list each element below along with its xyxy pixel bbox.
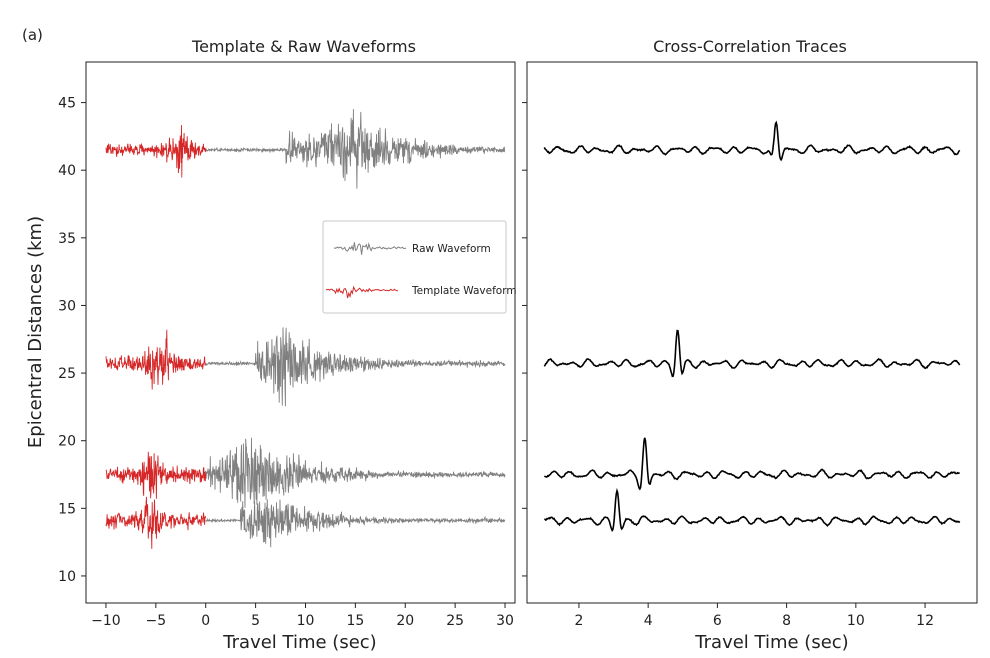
left-traces	[105, 109, 506, 549]
template-waveform-trace	[105, 451, 207, 499]
left-x-tick-label: 30	[496, 613, 514, 629]
legend-template-waveform-swatch	[325, 285, 399, 299]
legend-raw-waveform-label: Raw Waveform	[412, 243, 491, 255]
left-panel: Template & Raw Waveforms −10 −5 0 5 10 15 20 25…	[25, 37, 517, 653]
legend-swatch-line	[325, 285, 399, 299]
left-x-tick-label: −10	[91, 613, 121, 629]
left-x-tick-label: −5	[146, 613, 167, 629]
right-panel: Cross-Correlation Traces 2 4 6 8 10 12 Travel…	[522, 37, 978, 653]
raw-waveform-trace	[205, 437, 506, 508]
left-y-ticks: 10 15 20 25 30 35 40 45	[58, 96, 86, 585]
legend-box	[322, 220, 507, 314]
right-x-ticks: 2 4 6 8 10 12	[574, 603, 934, 629]
left-y-tick-label: 15	[58, 501, 76, 517]
left-y-tick-label: 20	[58, 434, 76, 450]
left-x-tick-label: 10	[297, 613, 315, 629]
template-waveform-trace	[105, 125, 207, 178]
right-x-tick-label: 6	[713, 613, 722, 629]
right-chart-title: Cross-Correlation Traces	[653, 37, 847, 56]
right-x-tick-label: 10	[847, 613, 865, 629]
left-y-tick-label: 10	[58, 569, 76, 585]
cross-correlation-trace	[543, 329, 961, 378]
raw-waveform-trace	[205, 327, 506, 407]
template-waveform-trace	[105, 496, 207, 549]
left-y-tick-label: 25	[58, 366, 76, 382]
left-x-tick-label: 25	[446, 613, 464, 629]
left-x-tick-label: 5	[251, 613, 260, 629]
right-y-ticks	[522, 102, 527, 577]
left-y-tick-label: 30	[58, 298, 76, 314]
y-axis-label: Epicentral Distances (km)	[25, 216, 46, 448]
cross-correlation-trace	[543, 120, 961, 162]
left-chart-title: Template & Raw Waveforms	[191, 37, 416, 56]
panel-label: (a)	[22, 26, 43, 44]
left-plot-frame	[85, 61, 516, 604]
left-x-tick-label: 20	[396, 613, 414, 629]
legend-template-waveform-label: Template Waveform	[411, 285, 517, 297]
right-traces	[543, 120, 961, 532]
left-x-ticks: −10 −5 0 5 10 15 20 25 30	[91, 603, 514, 629]
left-y-tick-label: 35	[58, 231, 76, 247]
right-plot-frame	[526, 61, 978, 604]
right-x-tick-label: 4	[644, 613, 653, 629]
left-x-tick-label: 15	[346, 613, 364, 629]
left-x-tick-label: 0	[201, 613, 210, 629]
left-y-tick-label: 45	[58, 96, 76, 112]
legend-raw-waveform-swatch	[333, 242, 407, 255]
right-x-tick-label: 8	[782, 613, 791, 629]
cross-correlation-trace	[543, 437, 960, 491]
cross-correlation-trace	[544, 487, 961, 532]
right-x-tick-label: 2	[574, 613, 583, 629]
left-y-tick-label: 40	[58, 163, 76, 179]
template-waveform-trace	[105, 329, 206, 390]
legend-swatch-line	[333, 242, 407, 255]
raw-waveform-trace	[205, 109, 506, 189]
left-x-axis-label: Travel Time (sec)	[222, 632, 376, 653]
legend: Raw Waveform Template Waveform	[322, 220, 517, 314]
raw-waveform-trace	[205, 499, 506, 548]
right-x-tick-label: 12	[916, 613, 934, 629]
right-x-axis-label: Travel Time (sec)	[694, 632, 848, 653]
